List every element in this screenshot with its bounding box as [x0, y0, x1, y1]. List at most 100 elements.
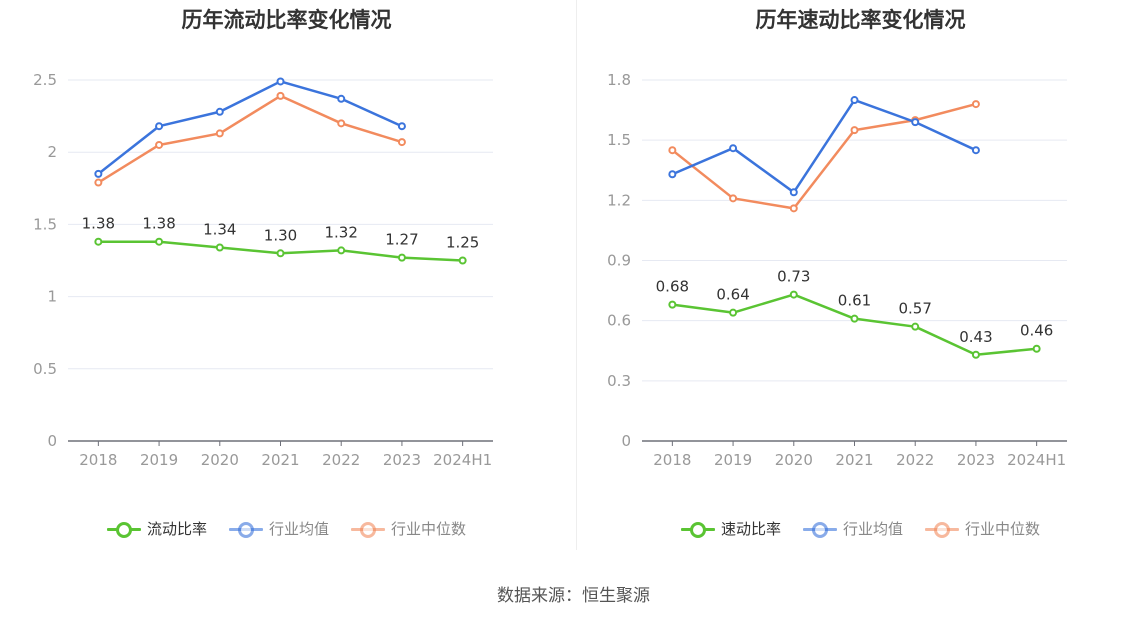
data-point — [789, 204, 798, 213]
data-label: 0.68 — [656, 278, 689, 296]
x-tick-label: 2022 — [322, 451, 360, 469]
data-point — [850, 314, 859, 323]
data-point — [276, 91, 285, 100]
x-tick-label: 2023 — [957, 451, 995, 469]
data-point — [397, 122, 406, 131]
data-label: 1.30 — [264, 226, 297, 244]
series-line — [671, 102, 977, 210]
y-tick-label: 0.3 — [607, 372, 631, 390]
data-point — [729, 308, 738, 317]
legend-label: 行业中位数 — [965, 520, 1041, 538]
x-tick-label: 2024H1 — [1007, 451, 1066, 469]
legend-item[interactable]: 行业中位数 — [925, 518, 1040, 539]
data-point — [789, 290, 798, 299]
legend-item[interactable]: 行业均值 — [802, 518, 903, 539]
data-label: 1.25 — [446, 234, 479, 252]
legend-item[interactable]: 流动比率 — [106, 518, 207, 539]
y-tick-label: 2.5 — [33, 71, 57, 89]
data-label: 0.43 — [959, 328, 992, 346]
chart-title: 历年流动比率变化情况 — [181, 8, 392, 32]
legend-label: 行业中位数 — [391, 520, 467, 538]
x-tick-label: 2020 — [775, 451, 813, 469]
legend-item[interactable]: 行业均值 — [228, 518, 329, 539]
x-tick-label: 2021 — [835, 451, 873, 469]
data-point — [971, 350, 980, 359]
current-ratio-chart-panel: 历年流动比率变化情况 0 0.5 1 1.5 2 2.5 2018 2019 2020 2021 2… — [0, 0, 573, 560]
data-point — [94, 237, 103, 246]
data-label: 1.27 — [385, 231, 418, 249]
data-point — [850, 96, 859, 105]
legend-marker — [228, 521, 263, 538]
data-point — [668, 146, 677, 155]
quick-ratio-chart-panel: 历年速动比率变化情况 0 0.3 0.6 0.9 1.2 1.5 1.8 2018 2019 20… — [574, 0, 1147, 560]
x-tick-label: 2023 — [383, 451, 421, 469]
x-tick-label: 2019 — [714, 451, 752, 469]
legend-label: 行业均值 — [842, 520, 903, 538]
data-point — [276, 249, 285, 258]
y-tick-label: 0 — [621, 432, 631, 450]
legend-marker — [680, 521, 715, 538]
x-tick-label: 2022 — [896, 451, 934, 469]
y-tick-label: 0 — [47, 432, 57, 450]
legend-label: 速动比率 — [720, 520, 781, 538]
x-tick-label: 2020 — [201, 451, 239, 469]
panel-divider — [576, 0, 577, 550]
y-tick-label: 1 — [47, 288, 57, 306]
y-tick-label: 0.5 — [33, 360, 57, 378]
y-tick-label: 0.9 — [607, 252, 631, 270]
legend-label: 行业均值 — [268, 520, 329, 538]
y-tick-label: 1.8 — [607, 71, 631, 89]
x-tick-label: 2018 — [79, 451, 117, 469]
legend-marker — [925, 521, 959, 538]
current-ratio-chart: 0 0.5 1 1.5 2 2.5 2018 2019 2020 2021 2022 2023 2024… — [33, 71, 493, 469]
data-label: 0.46 — [1020, 322, 1053, 340]
data-point — [911, 118, 920, 127]
data-point — [668, 300, 677, 309]
data-point — [155, 237, 164, 246]
data-point — [668, 170, 677, 179]
series-line — [97, 80, 403, 175]
data-point — [215, 129, 224, 138]
y-tick-label: 0.6 — [607, 312, 631, 330]
data-point — [215, 107, 224, 116]
data-label: 1.38 — [142, 215, 175, 233]
data-point — [911, 322, 920, 331]
data-label: 0.61 — [838, 292, 871, 310]
legend-item[interactable]: 行业中位数 — [351, 518, 466, 539]
data-point — [1032, 344, 1041, 353]
data-label: 0.57 — [899, 300, 932, 318]
chart-title: 历年速动比率变化情况 — [755, 8, 966, 32]
data-point — [458, 256, 467, 265]
legend-label: 流动比率 — [146, 520, 207, 538]
data-point — [155, 140, 164, 149]
data-point — [971, 146, 980, 155]
data-point — [337, 94, 346, 103]
data-point — [397, 253, 406, 262]
data-point — [850, 126, 859, 135]
data-point — [789, 188, 798, 197]
data-point — [155, 122, 164, 131]
data-point — [971, 100, 980, 109]
data-point — [94, 178, 103, 187]
data-point — [276, 77, 285, 86]
data-label: 1.32 — [325, 223, 358, 241]
legend-marker — [351, 521, 385, 538]
data-point — [215, 243, 224, 252]
chart-legend: 流动比率 行业均值 行业中位数 — [0, 518, 573, 539]
x-tick-label: 2018 — [653, 451, 691, 469]
y-tick-label: 1.5 — [33, 215, 57, 233]
legend-marker — [802, 521, 837, 538]
data-point — [729, 194, 738, 203]
y-tick-label: 2 — [47, 143, 57, 161]
data-point — [397, 138, 406, 147]
x-tick-label: 2019 — [140, 451, 178, 469]
quick-ratio-chart: 0 0.3 0.6 0.9 1.2 1.5 1.8 2018 2019 2020 2021 2022 2… — [607, 71, 1067, 469]
data-point — [94, 169, 103, 178]
legend-item[interactable]: 速动比率 — [680, 518, 781, 539]
data-point — [337, 119, 346, 128]
series-line — [671, 98, 977, 194]
data-label: 1.38 — [82, 215, 115, 233]
data-label: 0.73 — [777, 268, 810, 286]
series-line — [97, 94, 403, 184]
data-label: 0.64 — [716, 286, 749, 304]
